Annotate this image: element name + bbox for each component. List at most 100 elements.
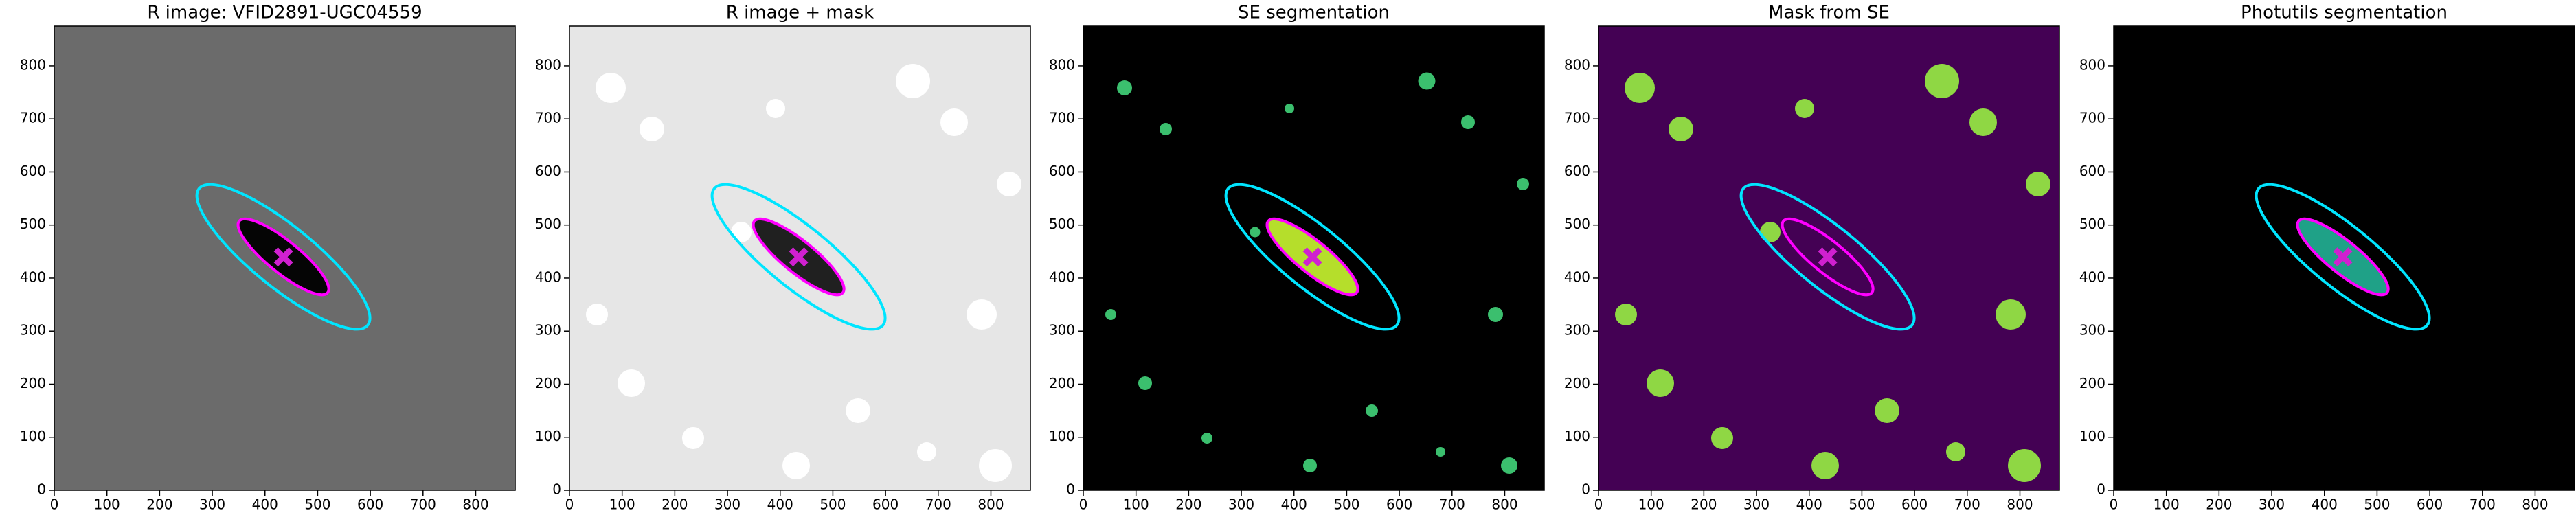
y-tick-label: 800: [1564, 56, 1590, 73]
axes-frame: [54, 25, 516, 491]
y-tick-label: 300: [1564, 322, 1590, 339]
mask-region: [1366, 404, 1378, 417]
y-tick-label: 200: [20, 375, 46, 391]
mask-region: [1969, 108, 1997, 136]
x-tick-label: 500: [1849, 496, 1875, 513]
mask-region: [1418, 72, 1436, 90]
x-tick-label: 0: [1079, 496, 1088, 513]
x-tick-label: 700: [2470, 496, 2496, 513]
y-tick-label: 600: [535, 163, 561, 179]
mask-region: [1303, 459, 1317, 472]
ellipse-aperture: [195, 183, 372, 331]
panel: [1598, 26, 2059, 490]
y-tick-label: 600: [2079, 163, 2105, 179]
center-marker: [273, 247, 293, 267]
ellipse-aperture: [1265, 217, 1359, 297]
y-tick-label: 200: [1564, 375, 1590, 391]
x-tick-label: 800: [2522, 496, 2548, 513]
y-tick-label: 200: [2079, 375, 2105, 391]
panel: [2114, 26, 2575, 490]
y-tick-label: 400: [535, 268, 561, 285]
mask-region: [967, 299, 997, 330]
mask-region: [940, 108, 968, 136]
x-tick-label: 700: [925, 496, 951, 513]
ellipse-aperture: [710, 183, 887, 331]
ellipse-aperture: [2255, 183, 2431, 331]
mask-region: [586, 304, 608, 325]
ellipse-aperture: [1781, 217, 1875, 297]
y-tick-label: 0: [1066, 481, 1075, 498]
x-tick-label: 300: [714, 496, 741, 513]
y-tick-label: 800: [2079, 56, 2105, 73]
x-tick-label: 800: [978, 496, 1004, 513]
y-tick-label: 300: [535, 322, 561, 339]
ellipse-aperture: [1739, 183, 1916, 331]
y-tick-label: 0: [552, 481, 561, 498]
x-tick-label: 600: [1386, 496, 1412, 513]
y-tick-label: 100: [1564, 428, 1590, 444]
mask-region: [640, 117, 664, 141]
y-tick-label: 400: [20, 268, 46, 285]
mask-region: [1488, 307, 1503, 322]
center-marker: [2333, 247, 2353, 267]
mask-region: [1138, 376, 1152, 390]
mask-region: [1117, 80, 1132, 95]
y-tick-label: 300: [20, 322, 46, 339]
x-tick-label: 500: [2364, 496, 2390, 513]
x-tick-label: 400: [1796, 496, 1822, 513]
y-tick-label: 0: [2097, 481, 2105, 498]
x-tick-label: 400: [2312, 496, 2338, 513]
center-marker: [1818, 247, 1838, 267]
mask-region: [1669, 117, 1693, 141]
x-tick-label: 100: [1123, 496, 1149, 513]
panel-title: Photutils segmentation: [2241, 3, 2448, 23]
panel: [54, 26, 515, 490]
mask-region: [1105, 309, 1116, 320]
mask-region: [1285, 104, 1294, 113]
panel-title: Mask from SE: [1768, 3, 1890, 23]
y-tick-label: 400: [1564, 268, 1590, 285]
x-tick-label: 400: [1281, 496, 1307, 513]
x-tick-label: 100: [1638, 496, 1664, 513]
panel-title: R image + mask: [726, 3, 874, 23]
y-tick-label: 500: [1049, 216, 1075, 232]
ellipse-aperture: [236, 217, 330, 297]
mask-region: [682, 427, 704, 449]
x-tick-label: 200: [146, 496, 172, 513]
x-tick-label: 0: [2110, 496, 2119, 513]
x-tick-label: 0: [1594, 496, 1603, 513]
y-tick-label: 300: [2079, 322, 2105, 339]
y-tick-label: 800: [20, 56, 46, 73]
y-tick-label: 800: [1049, 56, 1075, 73]
y-tick-label: 400: [2079, 268, 2105, 285]
y-tick-label: 100: [20, 428, 46, 444]
y-tick-label: 500: [535, 216, 561, 232]
x-tick-label: 100: [94, 496, 120, 513]
y-tick-label: 100: [535, 428, 561, 444]
y-tick-label: 500: [20, 216, 46, 232]
ellipse-aperture: [1224, 183, 1401, 331]
x-tick-label: 300: [199, 496, 225, 513]
y-tick-label: 200: [535, 375, 561, 391]
y-tick-label: 100: [1049, 428, 1075, 444]
mask-region: [1625, 73, 1655, 103]
x-tick-label: 0: [565, 496, 574, 513]
y-tick-label: 700: [2079, 110, 2105, 126]
ellipse-aperture: [752, 217, 846, 297]
panel-title: SE segmentation: [1238, 3, 1390, 23]
mask-region: [731, 222, 752, 242]
mask-region: [1925, 64, 1959, 98]
mask-region: [2008, 449, 2041, 482]
x-tick-label: 400: [767, 496, 793, 513]
x-tick-label: 400: [252, 496, 278, 513]
mask-region: [1795, 99, 1814, 118]
axes-frame: [1083, 25, 1545, 491]
mask-region: [596, 73, 626, 103]
mask-region: [1461, 115, 1475, 129]
mask-region: [1615, 304, 1637, 325]
y-tick-label: 700: [20, 110, 46, 126]
x-tick-label: 600: [2417, 496, 2443, 513]
y-tick-label: 0: [37, 481, 46, 498]
panel: [1083, 26, 1544, 490]
